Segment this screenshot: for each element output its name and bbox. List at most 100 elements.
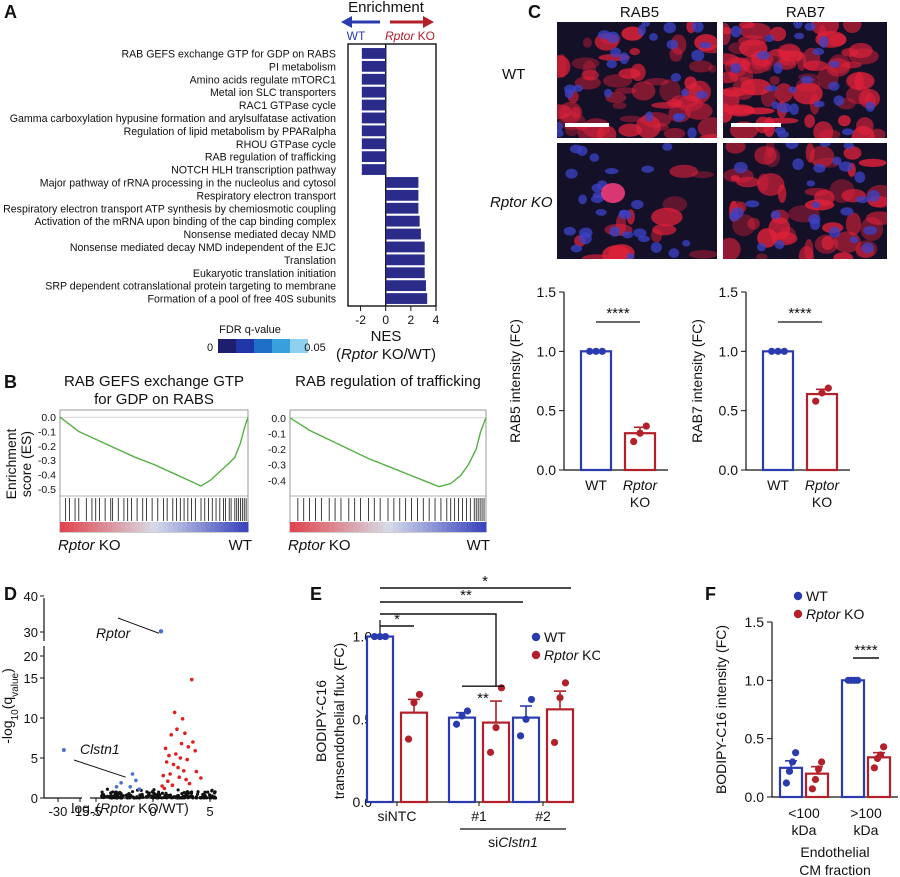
significance-bracket [380,613,504,687]
legend-ko-marker [793,609,803,619]
gene-point [206,790,210,794]
data-point [592,347,600,355]
x-tick-label: -30 [49,804,68,816]
y-tick-label: 0.0 [719,462,739,478]
col-label-rab7: RAB7 [785,4,826,21]
downregulated-point [128,785,132,789]
nes-bar [361,164,386,175]
category-label: WT [767,477,789,493]
nucleus [595,208,607,216]
nucleus [589,153,600,162]
cell-signal [630,63,646,82]
data-point [527,695,536,704]
nucleus [849,236,859,244]
y-tick-label: -0.4 [38,470,56,482]
rank-color-segment [392,522,399,532]
nucleus [604,88,613,98]
bar [866,756,892,799]
category-label: siNTC [378,808,417,824]
fdr-swatch [218,339,236,353]
nucleus [610,47,622,58]
data-point [586,347,594,355]
y-tick-label: 1.5 [745,614,765,630]
cell-signal [723,53,739,65]
gene-point [180,796,184,800]
data-point [811,775,820,784]
nes-bar [385,177,419,188]
panel-a-frame [347,43,437,307]
upregulated-point [179,741,184,746]
nucleus [649,33,658,41]
rank-color-segment [309,522,315,532]
gene-point [187,791,191,795]
cell-signal [602,245,631,259]
significance-label: * [482,573,488,590]
rank-color-segment [461,522,467,532]
gene-point [190,790,194,794]
rank-color-segment [83,522,89,532]
cell-signal [747,217,760,230]
y-tick-label: 1.5 [719,284,739,300]
nucleus [813,163,826,173]
pathway-label: Gamma carboxylation hypusine formation a… [10,113,336,125]
x-axis-label: Endothelial [800,844,869,860]
cell-signal [842,22,862,34]
fdr-legend-title: FDR q-value [219,324,281,336]
cell-signal [833,252,854,259]
outlier-point [61,748,66,752]
gene-point [205,796,209,800]
y-tick-label: 1.5 [537,284,557,300]
pathway-label: RHOU GTPase cycle [236,139,336,151]
rank-color-segment [158,522,164,532]
data-point [642,422,650,430]
rank-color-segment [339,522,345,532]
cell-signal [669,164,699,178]
rank-color-segment [373,522,379,532]
nucleus [637,24,646,36]
bar [399,711,429,804]
panel-letter-d: D [4,584,17,604]
nucleus [609,226,621,237]
rank-color-segment [378,522,384,532]
nucleus [828,226,841,238]
cell-signal [763,147,781,168]
gene-point [172,795,176,799]
data-point [598,347,606,355]
nucleus [699,41,712,49]
nucleus [792,158,804,171]
cell-signal [708,65,717,73]
rank-color-segment [191,522,197,532]
nucleus [789,103,799,115]
rank-color-segment [92,522,99,532]
rank-color-segment [135,522,141,532]
gene-point [180,792,184,796]
nucleus [855,196,870,204]
rank-color-segment [177,522,183,532]
gene-point [199,796,203,800]
nucleus [841,128,854,136]
y-tick-label: 0.5 [537,403,557,419]
nucleus [691,49,705,62]
gene-point [135,796,139,800]
nucleus [813,100,825,108]
rank-color-segment [69,522,75,532]
rank-color-segment [290,522,296,532]
rank-color-segment [64,522,70,532]
rank-color-segment [324,522,330,532]
pathway-label: Major pathway of rRNA processing in the … [40,177,336,189]
panel-letter-c: C [528,2,541,22]
nucleus [808,213,821,225]
panel-a-xlabel: NES [371,328,402,345]
rank-color-segment [388,522,394,532]
rank-color-segment [107,522,113,532]
cell-signal [700,133,717,138]
cell-signal [650,228,663,243]
gene-point [111,790,115,794]
significance-label: **** [854,642,878,659]
rptor-label: Rptor [96,625,132,641]
rank-color-segment [466,522,472,532]
data-point [522,715,530,723]
ko-direction-label: Rptor KO [385,29,435,43]
